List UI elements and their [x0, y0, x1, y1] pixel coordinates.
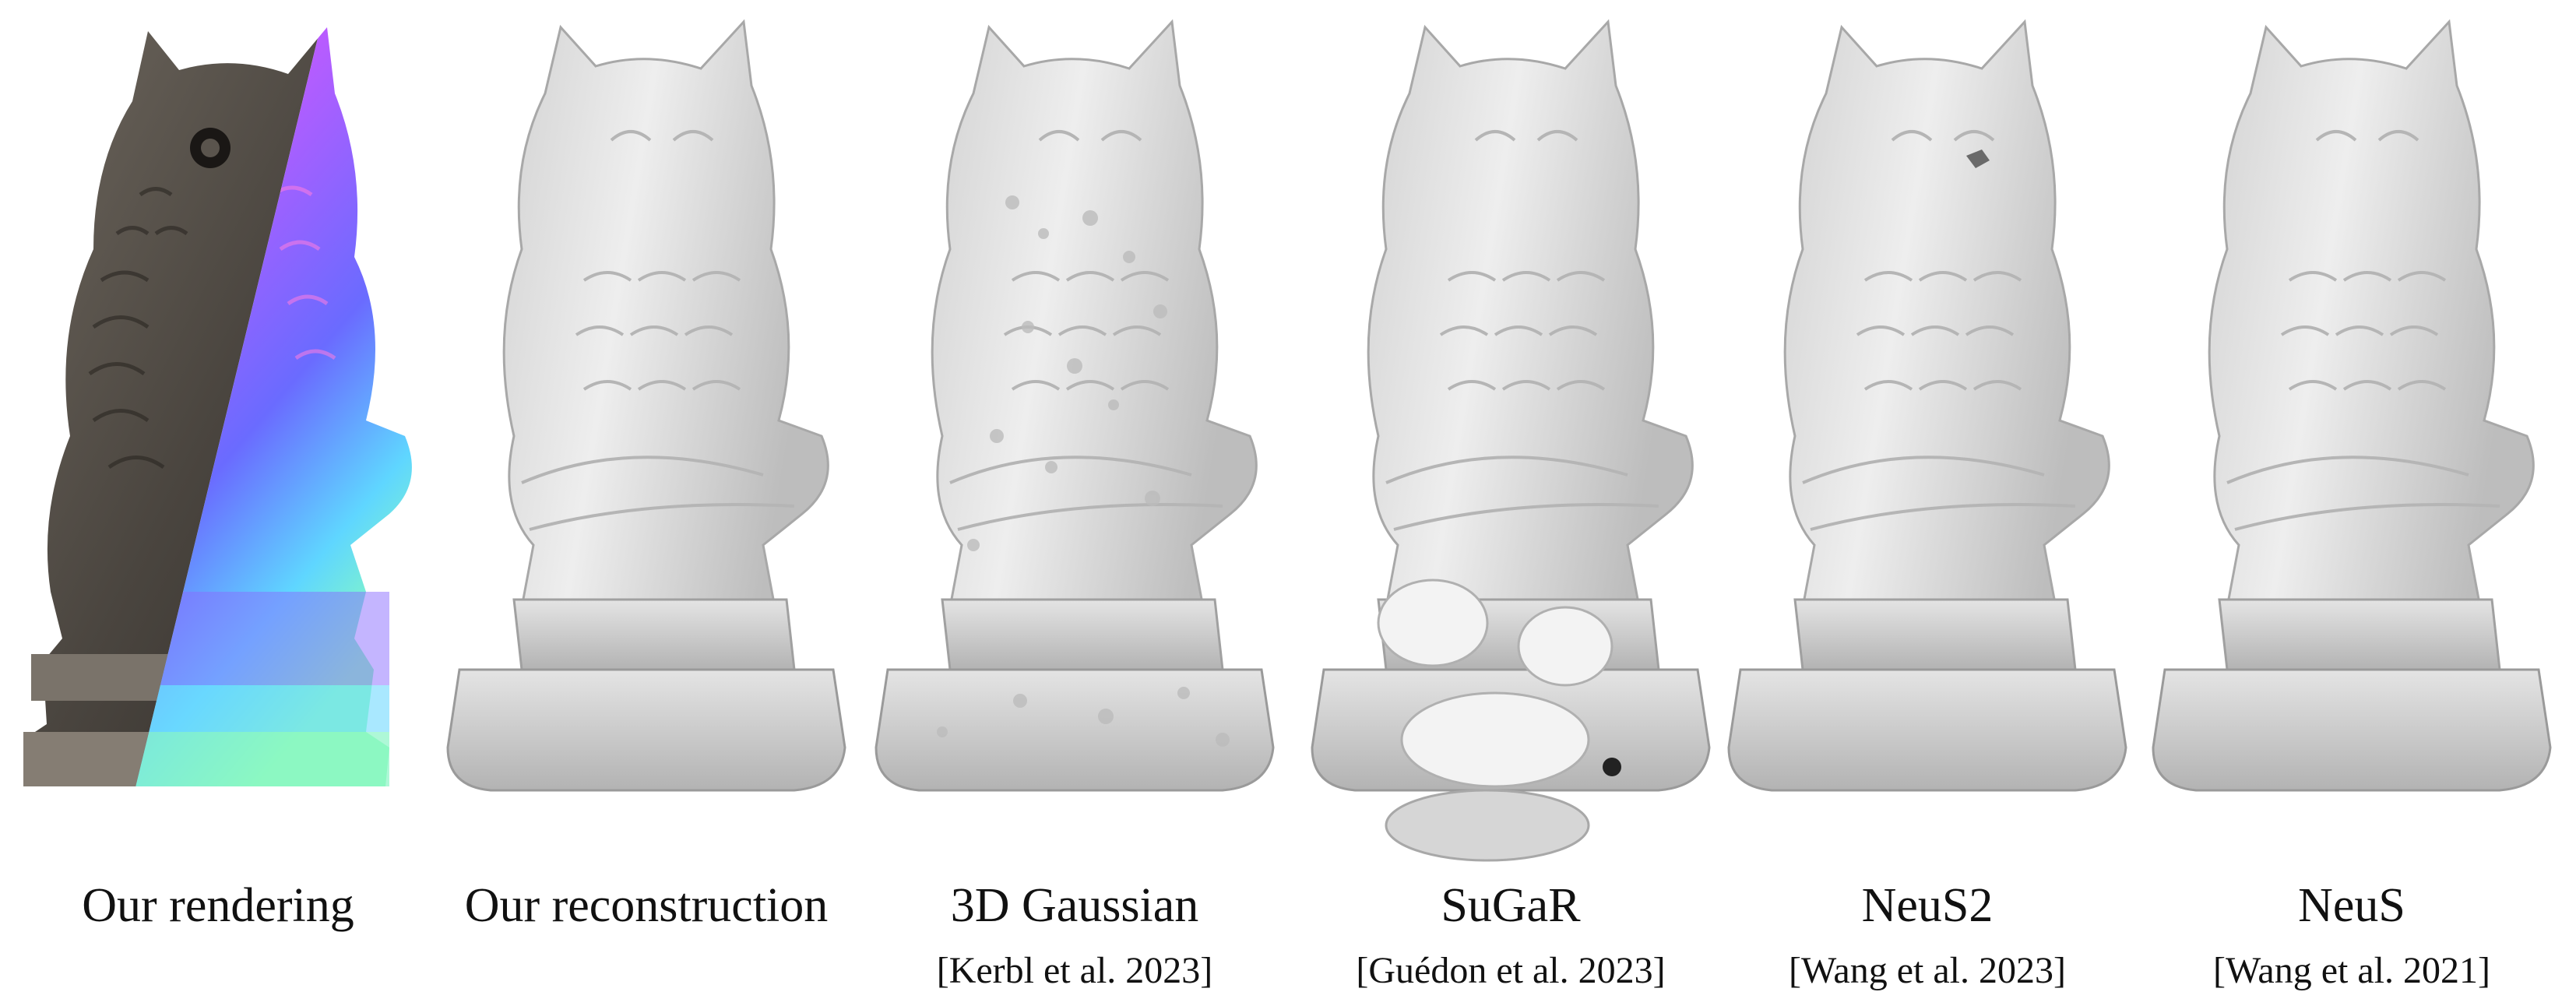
panel-title: SuGaR [1441, 879, 1581, 932]
panel-title: 3D Gaussian [950, 879, 1199, 932]
owl-neus-mesh [2152, 20, 2552, 792]
owl-rendering-image [23, 27, 412, 786]
panel-neus2: NeuS2 [Wang et al. 2023] [1709, 0, 2145, 1006]
panel-our-rendering: Our rendering [0, 0, 436, 1006]
panel-citation: [Wang et al. 2023] [1788, 950, 2066, 991]
owl-neus2-mesh [1727, 20, 2127, 792]
panel-our-reconstruction: Our reconstruction [428, 0, 864, 1006]
panel-title: NeuS2 [1861, 879, 1994, 932]
owl-gaussian-mesh [875, 20, 1275, 792]
owl-reconstruction-mesh [446, 20, 846, 792]
panel-neus: NeuS [Wang et al. 2021] [2134, 0, 2570, 1006]
panel-title: NeuS [2298, 879, 2405, 932]
panel-title: Our rendering [82, 879, 354, 932]
panel-citation: [Kerbl et al. 2023] [936, 950, 1213, 991]
panel-sugar: SuGaR [Guédon et al. 2023] [1293, 0, 1729, 1006]
panel-citation: [Guédon et al. 2023] [1356, 950, 1666, 991]
panel-3d-gaussian: 3D Gaussian [Kerbl et al. 2023] [857, 0, 1293, 1006]
panel-title: Our reconstruction [464, 879, 829, 932]
owl-sugar-mesh [1311, 20, 1711, 862]
panel-citation: [Wang et al. 2021] [2212, 950, 2490, 991]
